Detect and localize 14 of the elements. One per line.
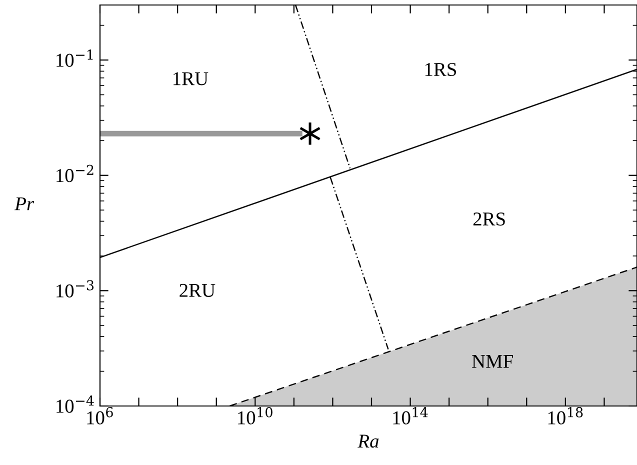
annotation: 1RU — [174, 72, 208, 86]
annotation: 2RU — [180, 284, 216, 297]
y-tick-label: 10$^{−1}$ — [56, 49, 93, 67]
y-tick-label: 10$^{−3}$ — [56, 280, 94, 298]
x-tick-label: 10$^{6}$ — [87, 407, 113, 424]
x-tick-label: 10$^{10}$ — [238, 407, 272, 424]
x-tick-label: 10$^{18}$ — [548, 407, 583, 424]
y-axis-title: Pr — [14, 197, 34, 210]
y-tick-label: 10$^{−2}$ — [56, 164, 94, 182]
annotation: 1RS — [425, 62, 456, 76]
x-axis-title: Ra — [358, 434, 379, 448]
annotation: NMF — [472, 355, 513, 368]
x-tick-label: 10$^{14}$ — [393, 407, 428, 424]
annotation: 2RS — [473, 212, 505, 226]
